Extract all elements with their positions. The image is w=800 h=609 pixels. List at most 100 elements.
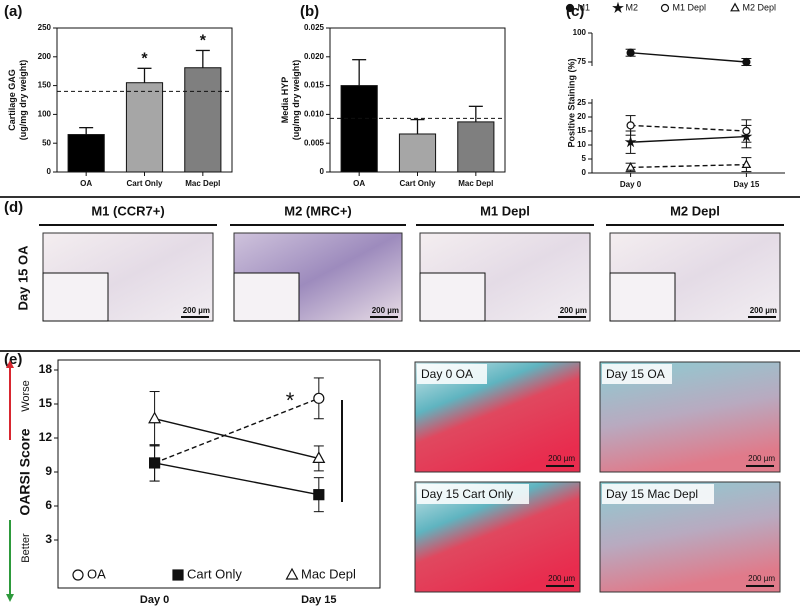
series-line	[154, 397, 320, 464]
bar	[125, 82, 164, 173]
column-title: M1 (CCR7+)	[91, 203, 164, 218]
y-tick-label: 0.005	[304, 138, 325, 147]
marker	[149, 457, 161, 469]
marker	[72, 569, 84, 581]
significance: *	[141, 51, 148, 68]
label-box	[602, 484, 714, 504]
legend-label: OA	[87, 566, 106, 581]
marker	[172, 569, 184, 581]
y-tick-label: 20	[577, 112, 586, 121]
marker	[148, 411, 162, 424]
legend-label: M1	[578, 2, 591, 12]
y-tick-label: 10	[577, 140, 586, 149]
series-line	[154, 462, 319, 496]
series-line	[630, 52, 747, 63]
label-box	[602, 364, 672, 384]
y-tick-label: 5	[582, 154, 587, 163]
panel-label: (a)	[4, 3, 22, 20]
y-tick-label: 75	[577, 57, 586, 66]
inset	[233, 272, 300, 322]
marker	[626, 48, 635, 57]
y-axis-label: (ug/mg dry weight)	[291, 60, 301, 141]
legend-label: M2	[626, 2, 639, 12]
marker	[741, 159, 752, 168]
y-tick-label: 100	[573, 28, 587, 37]
label-box	[417, 364, 487, 384]
x-tick-label: Day 15	[734, 180, 760, 189]
y-tick-label: 0.015	[304, 81, 325, 90]
y-tick-label: 15	[577, 126, 586, 135]
bar	[398, 133, 437, 173]
marker	[285, 567, 299, 580]
panel-caption: Day 15 Cart Only	[421, 487, 513, 501]
y-tick-label: 0	[582, 168, 587, 177]
x-tick-label: Day 0	[140, 594, 169, 606]
x-tick-label: OA	[80, 179, 92, 188]
row-label: Day 15 OA	[15, 245, 30, 311]
y-tick-label: 150	[38, 81, 52, 90]
marker	[313, 392, 325, 404]
panel-label: (b)	[300, 3, 319, 20]
x-tick-label: Cart Only	[126, 179, 163, 188]
y-tick-label: 0.010	[304, 110, 325, 119]
panel-label: (d)	[4, 199, 23, 216]
series-line	[154, 418, 319, 460]
bar	[457, 121, 495, 173]
y-axis-label: Positive Staining (%)	[566, 58, 576, 147]
y-tick-label: 0.025	[304, 23, 325, 32]
significance: *	[200, 33, 207, 50]
x-tick-label: Day 15	[301, 594, 336, 606]
y-axis-label: Cartilage GAG	[7, 69, 17, 131]
x-tick-label: Cart Only	[399, 179, 436, 188]
scale-bar-label: 200 µm	[548, 454, 575, 463]
legend-label: Cart Only	[187, 566, 242, 581]
y-tick-label: 12	[39, 430, 53, 444]
legend-label: Mac Depl	[301, 566, 356, 581]
series-line	[630, 135, 747, 143]
y-tick-label: 18	[39, 362, 53, 376]
column-title: M1 Depl	[480, 203, 530, 218]
plot-frame	[57, 359, 381, 589]
x-tick-label: OA	[353, 179, 365, 188]
y-tick-label: 9	[45, 464, 52, 478]
y-tick-label: 50	[42, 138, 51, 147]
scale-bar-label: 200 µm	[183, 306, 210, 315]
y-axis-label: OARSI Score	[17, 428, 33, 515]
marker	[565, 3, 575, 13]
series-line	[630, 124, 747, 132]
y-tick-label: 0.020	[304, 52, 325, 61]
marker	[730, 2, 740, 12]
bar	[184, 67, 222, 173]
y-tick-label: 3	[45, 532, 52, 546]
y-tick-label: 200	[38, 52, 52, 61]
panel-caption: Day 0 OA	[421, 367, 473, 381]
arrowhead	[6, 360, 14, 368]
y-tick-label: 15	[39, 396, 53, 410]
x-tick-label: Day 0	[620, 180, 642, 189]
inset	[42, 272, 109, 322]
marker	[612, 1, 624, 14]
significance: *	[286, 388, 295, 413]
scale-label: Better	[20, 533, 32, 563]
column-title: M2 (MRC+)	[284, 203, 352, 218]
marker	[742, 126, 751, 136]
marker	[624, 136, 637, 148]
inset	[419, 272, 486, 322]
column-title: M2 Depl	[670, 203, 720, 218]
x-tick-label: Mac Depl	[185, 179, 220, 188]
y-tick-label: 100	[38, 110, 52, 119]
panel-caption: Day 15 OA	[606, 367, 665, 381]
bar	[340, 85, 378, 173]
scale-bar-label: 200 µm	[560, 306, 587, 315]
marker	[742, 57, 751, 67]
panel-caption: Day 15 Mac Depl	[606, 487, 698, 501]
bar	[67, 134, 105, 173]
inset	[609, 272, 676, 322]
y-tick-label: 250	[38, 23, 52, 32]
marker	[626, 121, 635, 130]
y-axis-label: Media HYP	[280, 77, 290, 124]
legend-label: M1 Depl	[673, 2, 707, 12]
y-tick-label: 0	[320, 167, 325, 176]
panel-label: (e)	[4, 351, 22, 368]
y-tick-label: 0	[47, 167, 52, 176]
